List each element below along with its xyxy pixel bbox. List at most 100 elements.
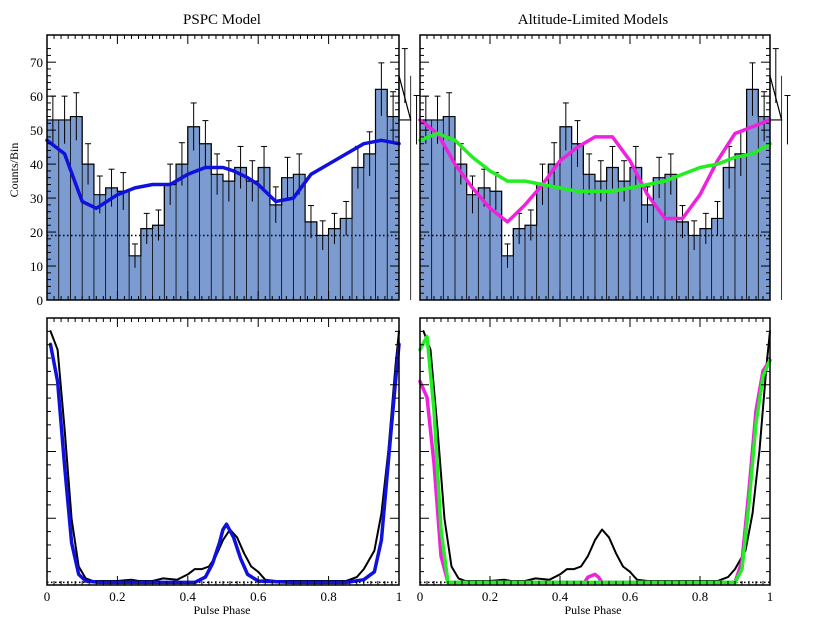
y-axis-label: Counts/Bin (7, 143, 21, 198)
series-data-line (422, 330, 771, 582)
histogram-bar (82, 164, 94, 300)
histogram-bar (489, 191, 502, 300)
x-tick-label: 0.6 (250, 589, 267, 604)
y-tick-label: 10 (30, 259, 43, 274)
series-magenta-model-line (418, 358, 772, 585)
x-tick-label: 0.4 (552, 589, 569, 604)
histogram-bar (711, 218, 724, 300)
histogram-bar (117, 191, 130, 300)
series-pspc-line (45, 138, 401, 211)
histogram-bar (723, 167, 735, 300)
histogram-bar (606, 167, 619, 300)
panel-altitude-limited-models (418, 34, 791, 301)
panel-pspc-pulse-profile: 0 0.2 0.4 0.6 0.8 1 (44, 317, 403, 604)
histogram-bar (211, 174, 223, 300)
x-tick-label: 0.2 (482, 589, 498, 604)
plot-frame (46, 317, 400, 586)
x-tick-label: 1 (396, 589, 403, 604)
x-tick-label: 0 (417, 589, 424, 604)
histogram-bar (387, 116, 399, 301)
x-tick-label: 0.8 (320, 589, 336, 604)
histogram-bar (536, 184, 549, 300)
histogram-bar (269, 204, 282, 300)
histogram-bar (513, 228, 525, 300)
histogram-bar (58, 119, 71, 300)
histogram-bar (152, 225, 165, 300)
series-pspc-line (48, 342, 401, 585)
y-tick-label: 70 (30, 55, 43, 70)
series-magenta-model-line (418, 118, 772, 224)
histogram-bar (187, 126, 200, 300)
title-pspc-model: PSPC Model (183, 12, 261, 28)
histogram-bar (281, 177, 294, 300)
histogram-bar (618, 181, 630, 300)
histogram-bar (571, 143, 584, 300)
histogram-bar (454, 164, 467, 300)
histogram-bar (199, 143, 212, 300)
histogram-bar (746, 89, 759, 300)
x-axis-label-left: Pulse Phase (194, 603, 251, 617)
histogram-bar (93, 194, 106, 300)
x-tick-label: 0.2 (109, 589, 125, 604)
plot-frame (419, 317, 771, 586)
x-tick-label: 0 (44, 589, 51, 604)
y-tick-label: 30 (30, 191, 43, 206)
y-tick-label: 60 (30, 89, 43, 104)
histogram-bar (443, 116, 455, 301)
histogram-bar (431, 119, 444, 300)
histogram-bar (594, 181, 607, 300)
histogram-bar (653, 177, 665, 300)
histogram-bar (466, 194, 479, 300)
histogram-bar (676, 221, 689, 300)
histogram-bar (478, 187, 490, 300)
histogram-bar (70, 116, 83, 301)
histogram-bar (47, 119, 59, 300)
histogram-bar (501, 255, 514, 300)
histogram-bar (328, 228, 341, 300)
histogram-bar (140, 228, 153, 300)
histogram-bar (234, 167, 247, 300)
histogram-bar (129, 255, 141, 300)
histogram-bar (258, 167, 270, 300)
histogram-bar (699, 228, 712, 300)
x-tick-label: 0.6 (622, 589, 639, 604)
histogram-bar (352, 167, 364, 300)
histogram-bar (176, 164, 188, 300)
histogram-bar (363, 153, 376, 300)
histogram-bar (420, 119, 432, 300)
histogram-bar (688, 235, 700, 300)
histogram-bar (105, 187, 118, 300)
series-green-model-line (418, 334, 772, 585)
histogram-bar (559, 126, 572, 300)
histogram-bar (340, 218, 353, 300)
histogram-bar (524, 225, 537, 300)
histogram-bar (548, 164, 560, 300)
histogram-bar (583, 174, 595, 300)
y-tick-label: 50 (30, 123, 43, 138)
x-tick-label: 0.8 (692, 589, 708, 604)
panel-altitude-limited-pulse-profile: 0 0.2 0.4 0.6 0.8 1 (417, 317, 774, 604)
histogram-bar (758, 116, 770, 301)
x-tick-label: 0.4 (180, 589, 197, 604)
histogram-bar (375, 89, 388, 300)
title-altitude-limited-models: Altitude-Limited Models (518, 12, 669, 28)
panel-pspc-model: 0 10 20 30 40 50 60 70 (30, 34, 420, 308)
histogram-bar (664, 174, 677, 300)
x-axis-label-right: Pulse Phase (565, 603, 622, 617)
y-tick-label: 40 (30, 157, 43, 172)
histogram-bar (222, 181, 235, 300)
histogram-bar (164, 184, 177, 300)
histogram-bar (734, 153, 747, 300)
histogram-bar (641, 204, 654, 300)
series-green-model-line (418, 131, 772, 194)
x-tick-label: 1 (767, 589, 774, 604)
series-data-line (49, 330, 400, 582)
y-tick-label: 20 (30, 225, 43, 240)
y-tick-label: 0 (37, 293, 44, 308)
histogram-bar (629, 167, 642, 300)
histogram-bar (293, 174, 306, 300)
histogram-bar (305, 221, 317, 300)
histogram-bar (316, 235, 329, 300)
histogram-bar (246, 181, 259, 300)
